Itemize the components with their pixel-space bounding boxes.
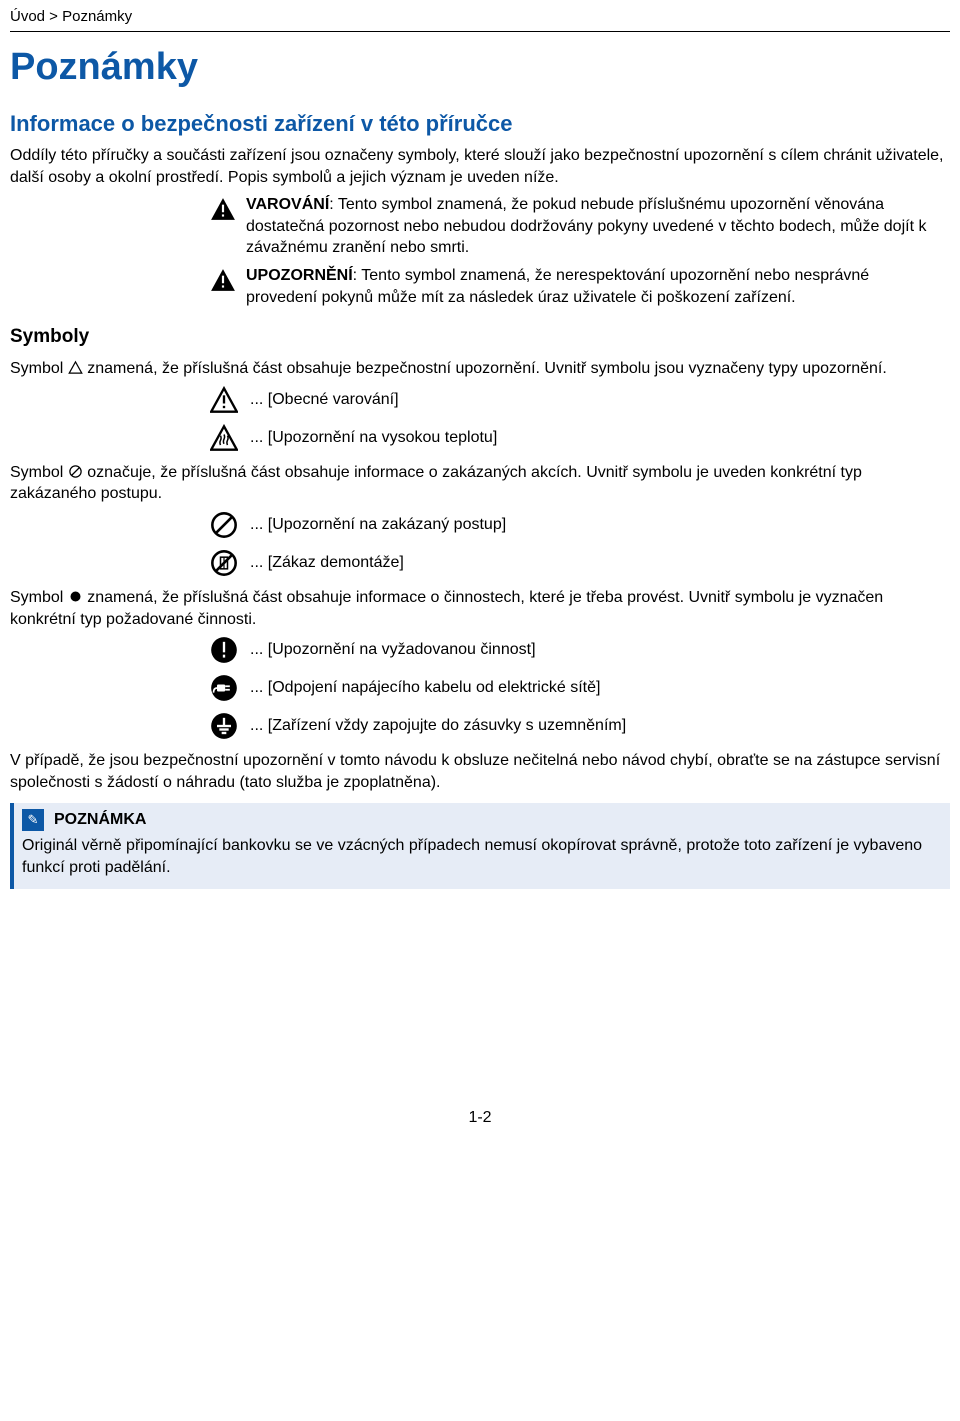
page-number: 1-2 [10, 1109, 950, 1127]
symbol-row-ground: ... [Zařízení vždy zapojujte do zásuvky … [210, 712, 950, 740]
symbols-para3-a: Symbol [10, 589, 68, 606]
heat-warning-icon [210, 424, 238, 452]
intro-paragraph: Oddíly této příručky a součásti zařízení… [10, 145, 950, 188]
caution-icon [210, 267, 238, 293]
section-heading-safety: Informace o bezpečnosti zařízení v této … [10, 111, 950, 137]
caution-text: UPOZORNĚNÍ: Tento symbol znamená, že ner… [246, 265, 940, 308]
unplug-label: ... [Odpojení napájecího kabelu od elekt… [250, 679, 600, 697]
triangle-inline-icon [68, 360, 83, 375]
mandatory-inline-icon [68, 589, 83, 604]
note-body: Originál věrně připomínající bankovku se… [22, 835, 942, 878]
heat-warning-label: ... [Upozornění na vysokou teplotu] [250, 429, 497, 447]
note-box: ✎ POZNÁMKA Originál věrně připomínající … [10, 803, 950, 888]
symbols-para3-b: znamená, že příslušná část obsahuje info… [10, 589, 883, 628]
no-disassemble-icon [210, 549, 238, 577]
ground-label: ... [Zařízení vždy zapojujte do zásuvky … [250, 717, 626, 735]
divider [10, 31, 950, 32]
symbol-row-prohibit: ... [Upozornění na zakázaný postup] [210, 511, 950, 539]
footer-paragraph: V případě, že jsou bezpečnostní upozorně… [10, 750, 950, 793]
general-warning-icon [210, 386, 238, 414]
symbols-heading: Symboly [10, 326, 950, 348]
general-warning-label: ... [Obecné varování] [250, 391, 399, 409]
symbols-para-triangle: Symbol znamená, že příslušná část obsahu… [10, 358, 950, 380]
prohibit-label: ... [Upozornění na zakázaný postup] [250, 516, 506, 534]
symbols-para-prohibit: Symbol označuje, že příslušná část obsah… [10, 462, 950, 505]
page-title: Poznámky [10, 46, 950, 89]
breadcrumb: Úvod > Poznámky [10, 6, 950, 31]
warning-icon [210, 196, 238, 222]
ground-icon [210, 712, 238, 740]
symbol-row-heat: ... [Upozornění na vysokou teplotu] [210, 424, 950, 452]
symbols-para2-a: Symbol [10, 464, 68, 481]
no-disassemble-label: ... [Zákaz demontáže] [250, 554, 404, 572]
warning-lead: VAROVÁNÍ [246, 196, 329, 213]
warning-body: : Tento symbol znamená, že pokud nebude … [246, 196, 926, 256]
caution-lead: UPOZORNĚNÍ [246, 267, 353, 284]
symbol-row-general-warning: ... [Obecné varování] [210, 386, 950, 414]
required-action-label: ... [Upozornění na vyžadovanou činnost] [250, 641, 536, 659]
symbols-para1-b: znamená, že příslušná část obsahuje bezp… [87, 360, 887, 377]
caution-block: UPOZORNĚNÍ: Tento symbol znamená, že ner… [210, 265, 940, 308]
symbol-row-no-disassemble: ... [Zákaz demontáže] [210, 549, 950, 577]
warning-text: VAROVÁNÍ: Tento symbol znamená, že pokud… [246, 194, 940, 259]
note-icon: ✎ [22, 809, 44, 831]
warning-block: VAROVÁNÍ: Tento symbol znamená, že pokud… [210, 194, 940, 259]
symbols-para2-b: označuje, že příslušná část obsahuje inf… [10, 464, 862, 503]
prohibit-inline-icon [68, 464, 83, 479]
unplug-icon [210, 674, 238, 702]
symbol-row-required: ... [Upozornění na vyžadovanou činnost] [210, 636, 950, 664]
required-action-icon [210, 636, 238, 664]
prohibit-icon [210, 511, 238, 539]
note-title: POZNÁMKA [54, 811, 146, 829]
symbols-para1-a: Symbol [10, 360, 68, 377]
symbol-row-unplug: ... [Odpojení napájecího kabelu od elekt… [210, 674, 950, 702]
symbols-para-mandatory: Symbol znamená, že příslušná část obsahu… [10, 587, 950, 630]
